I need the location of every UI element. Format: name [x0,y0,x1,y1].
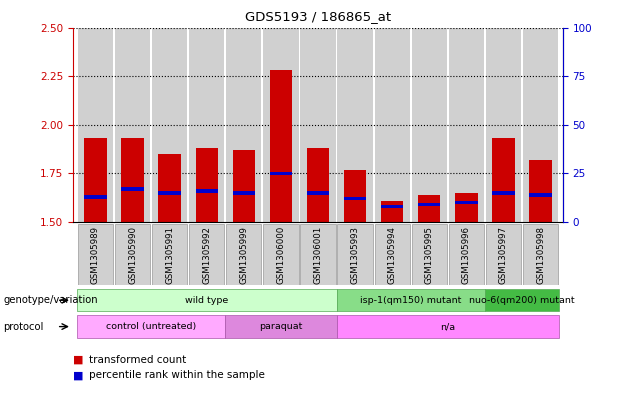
Text: GSM1305994: GSM1305994 [388,226,397,284]
Bar [196,189,218,193]
Bar [411,28,447,222]
Bar [189,28,225,222]
Bar [263,28,298,222]
Text: protocol: protocol [3,321,43,332]
Bar [196,148,218,222]
Bar [115,28,150,222]
Bar [411,224,447,285]
Bar [263,224,298,285]
Text: isp-1(qm150) mutant: isp-1(qm150) mutant [360,296,462,305]
Bar [85,195,107,198]
Bar [78,28,113,222]
Text: GSM1305995: GSM1305995 [425,226,434,284]
Bar [158,154,181,222]
Text: nuo-6(qm200) mutant: nuo-6(qm200) mutant [469,296,575,305]
Text: wild type: wild type [185,296,228,305]
Text: GSM1305989: GSM1305989 [91,226,100,284]
Text: paraquat: paraquat [259,322,303,331]
Text: GSM1305996: GSM1305996 [462,226,471,284]
Bar [523,224,558,285]
Bar [375,28,410,222]
Bar [307,148,329,222]
Bar [225,315,336,338]
Bar [381,205,403,208]
Text: transformed count: transformed count [89,354,186,365]
Text: control (untreated): control (untreated) [106,322,196,331]
Bar [418,203,441,206]
Bar [336,289,485,312]
Text: GSM1305991: GSM1305991 [165,226,174,284]
Bar [344,197,366,200]
Bar [523,28,558,222]
Bar [78,224,113,285]
Text: GSM1305993: GSM1305993 [350,226,359,284]
Bar [158,191,181,195]
Bar [486,224,521,285]
Bar [344,169,366,222]
Bar [189,224,225,285]
Bar [152,224,187,285]
Text: GSM1305997: GSM1305997 [499,226,508,284]
Bar [300,28,336,222]
Text: GSM1305990: GSM1305990 [128,226,137,284]
Bar [85,138,107,222]
Bar [226,28,261,222]
Bar [121,138,144,222]
Bar [300,224,336,285]
Bar [233,150,255,222]
Bar [492,138,515,222]
Bar [152,28,187,222]
Bar [226,224,261,285]
Bar [530,160,552,222]
Bar [492,191,515,195]
Text: percentile rank within the sample: percentile rank within the sample [89,370,265,380]
Text: GSM1306000: GSM1306000 [277,226,286,284]
Text: n/a: n/a [440,322,455,331]
Bar [307,191,329,195]
Bar [375,224,410,285]
Text: GSM1305998: GSM1305998 [536,226,545,284]
Text: ■: ■ [73,354,84,365]
Bar [530,193,552,196]
Bar [449,28,484,222]
Bar [485,289,559,312]
Text: GSM1305999: GSM1305999 [239,226,248,284]
Text: GDS5193 / 186865_at: GDS5193 / 186865_at [245,10,391,23]
Bar [338,28,373,222]
Text: GSM1305992: GSM1305992 [202,226,211,284]
Bar [77,289,336,312]
Bar [455,193,478,222]
Bar [115,224,150,285]
Bar [233,191,255,195]
Text: GSM1306001: GSM1306001 [314,226,322,284]
Bar [121,187,144,191]
Text: ■: ■ [73,370,84,380]
Bar [381,201,403,222]
Bar [338,224,373,285]
Bar [336,315,559,338]
Bar [418,195,441,222]
Bar [77,315,225,338]
Bar [270,70,292,222]
Text: genotype/variation: genotype/variation [3,295,98,305]
Bar [270,172,292,175]
Bar [449,224,484,285]
Bar [486,28,521,222]
Bar [455,201,478,204]
